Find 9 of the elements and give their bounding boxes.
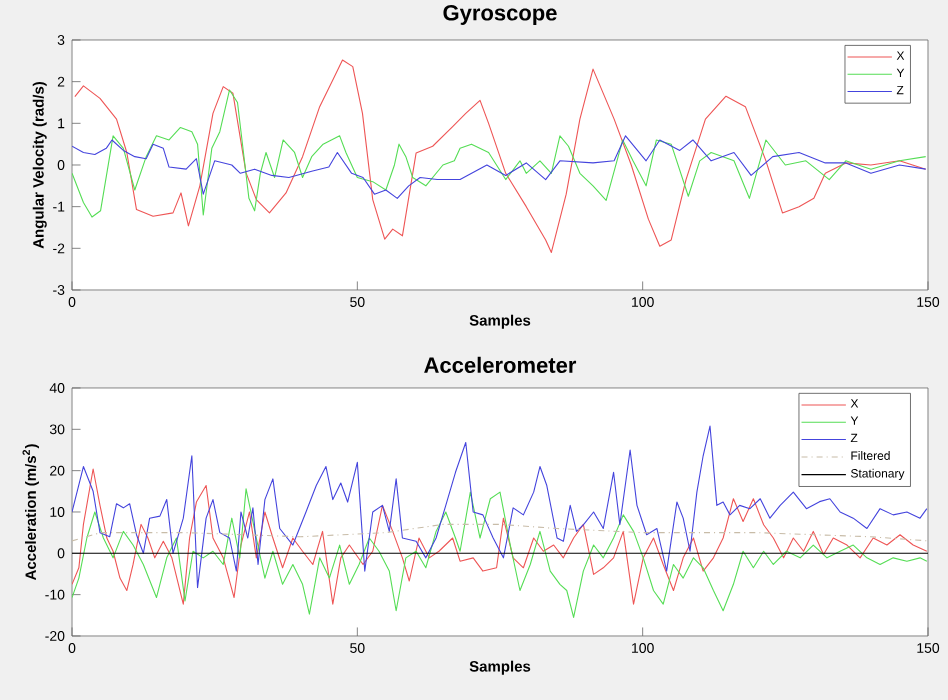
line-series bbox=[72, 523, 928, 542]
line-series bbox=[72, 135, 927, 199]
line-series bbox=[72, 488, 928, 618]
chart-title: Accelerometer bbox=[424, 356, 577, 373]
line-series bbox=[72, 468, 928, 605]
chart-title: Gyroscope bbox=[443, 5, 557, 25]
line-series bbox=[72, 425, 928, 589]
line-series bbox=[74, 59, 927, 254]
line-series bbox=[72, 89, 927, 218]
